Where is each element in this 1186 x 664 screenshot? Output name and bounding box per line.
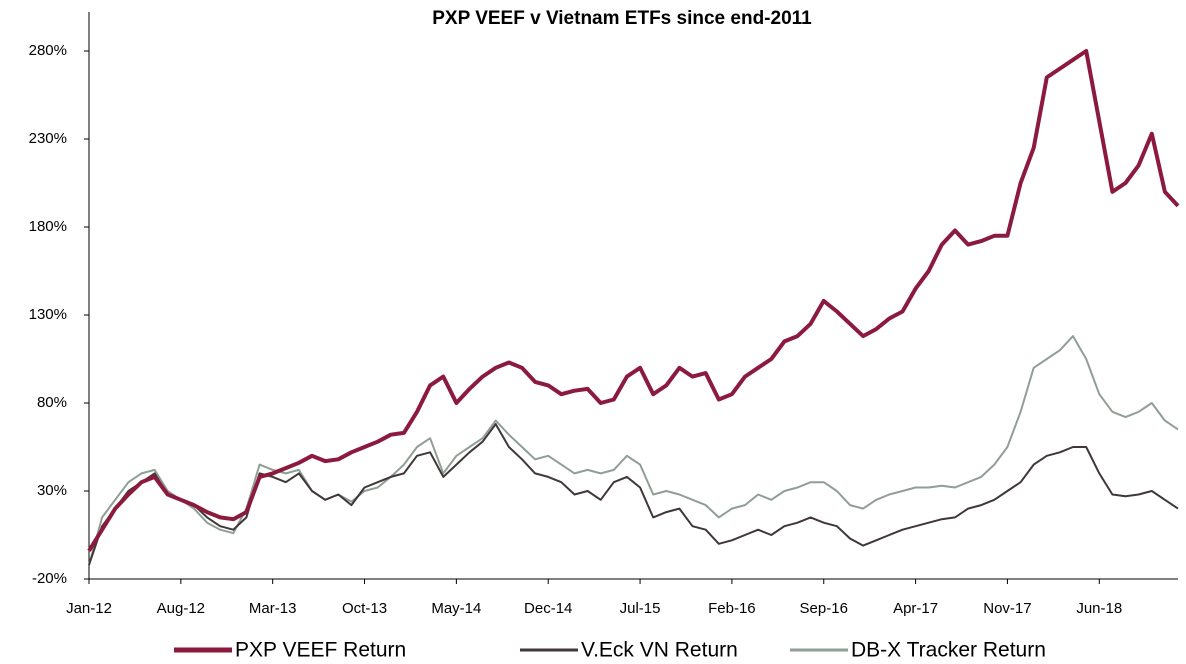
x-tick-label: May-14 [431, 600, 481, 617]
line-series [87, 49, 1180, 552]
legend-label: PXP VEEF Return [235, 639, 406, 662]
x-tick-label: Apr-17 [893, 600, 938, 617]
x-tick-label: Nov-17 [983, 600, 1031, 617]
x-tick-label: Mar-13 [249, 600, 297, 617]
y-tick-label: 30% [37, 482, 67, 499]
y-tick-label: -20% [32, 570, 67, 587]
x-tick-label: Jul-15 [620, 600, 661, 617]
line-series [88, 423, 1179, 566]
y-tick-label: 230% [29, 130, 67, 147]
legend-label: DB-X Tracker Return [851, 639, 1046, 662]
x-tick-label: Feb-16 [708, 600, 756, 617]
x-tick-label: Oct-13 [342, 600, 387, 617]
y-tick-label: 80% [37, 394, 67, 411]
y-tick-label: 130% [29, 306, 67, 323]
chart-title: PXP VEEF v Vietnam ETFs since end-2011 [432, 8, 812, 29]
y-tick-label: 180% [29, 218, 67, 235]
legend-label: V.Eck VN Return [581, 639, 738, 662]
x-tick-label: Dec-14 [524, 600, 572, 617]
y-tick-label: 280% [29, 42, 67, 59]
line-series [88, 335, 1179, 566]
x-tick-label: Jun-18 [1076, 600, 1122, 617]
x-tick-label: Jan-12 [66, 600, 112, 617]
x-tick-label: Sep-16 [800, 600, 848, 617]
x-tick-label: Aug-12 [157, 600, 205, 617]
